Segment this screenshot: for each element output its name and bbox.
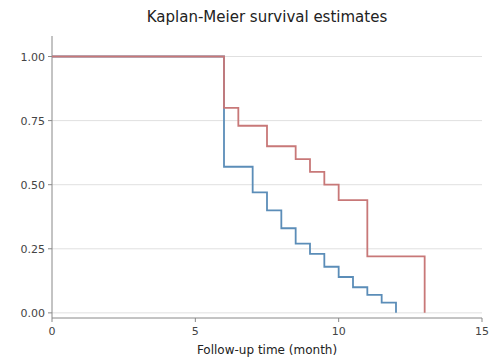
- x-axis-label: Follow-up time (month): [197, 343, 337, 357]
- series-group: [52, 57, 425, 313]
- chart-container: Kaplan-Meier survival estimates0.000.250…: [0, 0, 500, 364]
- x-tick: [338, 318, 339, 322]
- x-tick-label: 15: [475, 325, 489, 338]
- y-axis-line: [52, 36, 53, 318]
- y-tick: [48, 248, 52, 249]
- y-tick: [48, 56, 52, 57]
- x-tick-label: 0: [49, 325, 56, 338]
- grid-line: [52, 312, 482, 313]
- x-tick-label: 5: [192, 325, 199, 338]
- survival-curve: [52, 57, 425, 313]
- y-tick: [48, 120, 52, 121]
- y-tick-label: 0.25: [21, 243, 46, 256]
- y-tick: [48, 312, 52, 313]
- grid-line: [52, 248, 482, 249]
- grid-line: [52, 184, 482, 185]
- x-tick: [195, 318, 196, 322]
- x-tick: [52, 318, 53, 322]
- y-tick-label: 0.75: [21, 115, 46, 128]
- axes: 0.00 0.25 0.50 0.75 1.00 0 5 10 15: [21, 36, 490, 338]
- x-tick: [482, 318, 483, 322]
- y-tick-label: 0.00: [21, 307, 46, 320]
- chart: Kaplan-Meier survival estimates0.000.250…: [0, 0, 500, 364]
- x-tick-label: 10: [332, 325, 346, 338]
- title: Kaplan-Meier survival estimates: [147, 8, 388, 26]
- y-tick-label: 0.50: [21, 179, 46, 192]
- grid: [52, 57, 482, 313]
- grid-line: [52, 120, 482, 121]
- x-axis-line: [52, 318, 482, 319]
- y-tick: [48, 184, 52, 185]
- y-tick-label: 1.00: [21, 51, 46, 64]
